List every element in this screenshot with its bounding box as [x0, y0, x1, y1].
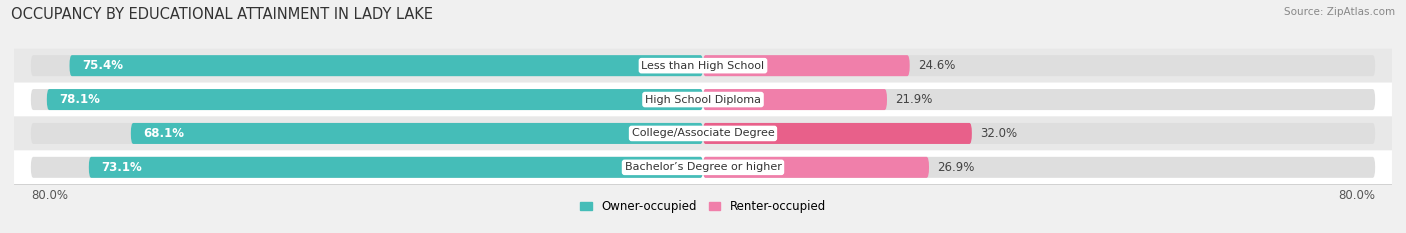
FancyBboxPatch shape	[131, 123, 703, 144]
Text: Less than High School: Less than High School	[641, 61, 765, 71]
Text: College/Associate Degree: College/Associate Degree	[631, 128, 775, 138]
FancyBboxPatch shape	[703, 89, 887, 110]
Text: Bachelor’s Degree or higher: Bachelor’s Degree or higher	[624, 162, 782, 172]
FancyBboxPatch shape	[703, 55, 1375, 76]
FancyBboxPatch shape	[703, 157, 1375, 178]
FancyBboxPatch shape	[31, 89, 703, 110]
FancyBboxPatch shape	[14, 150, 1392, 184]
FancyBboxPatch shape	[703, 123, 1375, 144]
Text: Source: ZipAtlas.com: Source: ZipAtlas.com	[1284, 7, 1395, 17]
FancyBboxPatch shape	[69, 55, 703, 76]
Text: 78.1%: 78.1%	[59, 93, 100, 106]
FancyBboxPatch shape	[703, 55, 910, 76]
Text: 80.0%: 80.0%	[1339, 189, 1375, 202]
FancyBboxPatch shape	[46, 89, 703, 110]
Text: 26.9%: 26.9%	[938, 161, 974, 174]
FancyBboxPatch shape	[31, 157, 703, 178]
Text: 73.1%: 73.1%	[101, 161, 142, 174]
Text: 80.0%: 80.0%	[31, 189, 67, 202]
FancyBboxPatch shape	[14, 49, 1392, 83]
Legend: Owner-occupied, Renter-occupied: Owner-occupied, Renter-occupied	[575, 195, 831, 218]
Text: 24.6%: 24.6%	[918, 59, 956, 72]
Text: 32.0%: 32.0%	[980, 127, 1018, 140]
FancyBboxPatch shape	[31, 123, 703, 144]
Text: OCCUPANCY BY EDUCATIONAL ATTAINMENT IN LADY LAKE: OCCUPANCY BY EDUCATIONAL ATTAINMENT IN L…	[11, 7, 433, 22]
Text: High School Diploma: High School Diploma	[645, 95, 761, 105]
FancyBboxPatch shape	[89, 157, 703, 178]
FancyBboxPatch shape	[14, 83, 1392, 116]
Text: 68.1%: 68.1%	[143, 127, 184, 140]
Text: 75.4%: 75.4%	[82, 59, 124, 72]
Text: 21.9%: 21.9%	[896, 93, 932, 106]
FancyBboxPatch shape	[703, 157, 929, 178]
FancyBboxPatch shape	[703, 123, 972, 144]
FancyBboxPatch shape	[703, 89, 1375, 110]
FancyBboxPatch shape	[31, 55, 703, 76]
FancyBboxPatch shape	[14, 116, 1392, 150]
